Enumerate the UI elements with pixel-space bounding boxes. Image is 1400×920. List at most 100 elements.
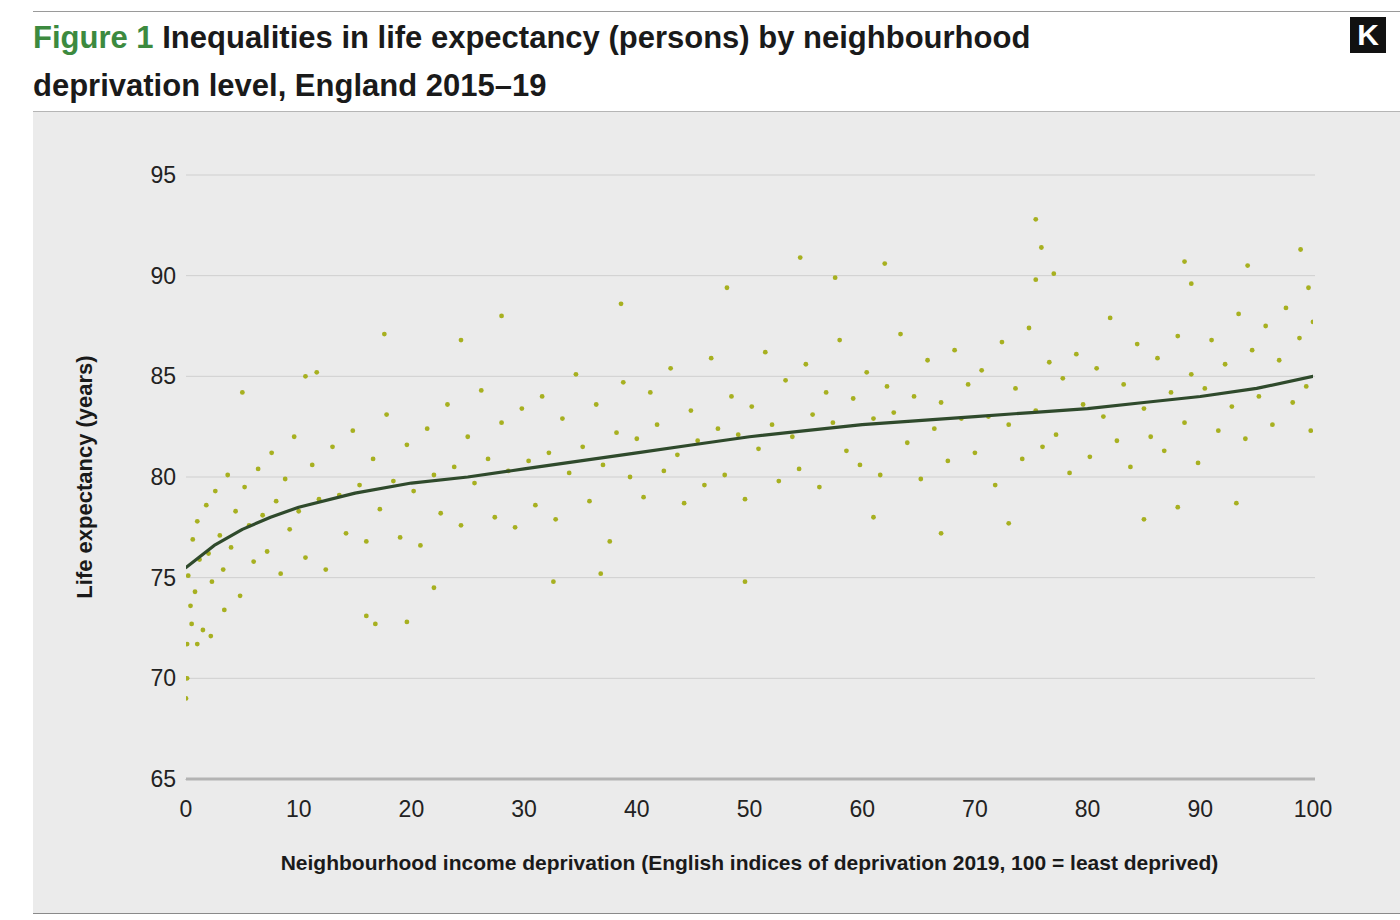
grid-line: [186, 678, 1315, 679]
scatter-point: [973, 450, 978, 455]
scatter-point: [186, 573, 191, 578]
scatter-point: [966, 382, 971, 387]
x-tick: [862, 779, 863, 780]
scatter-point: [1074, 352, 1079, 357]
scatter-point: [1277, 358, 1282, 363]
scatter-point: [445, 402, 450, 407]
scatter-point: [472, 481, 477, 486]
scatter-point: [292, 434, 297, 439]
scatter-point: [1047, 360, 1052, 365]
grid: [186, 175, 1315, 779]
scatter-point: [384, 412, 389, 417]
scatter-point: [513, 525, 518, 530]
scatter-point: [851, 396, 856, 401]
scatter-point: [287, 527, 292, 532]
scatter-point: [269, 450, 274, 455]
scatter-point: [1263, 324, 1268, 329]
scatter-point: [1000, 340, 1005, 345]
y-tick-label: 75: [150, 565, 176, 591]
scatter-point: [833, 275, 838, 280]
scatter-point: [1257, 394, 1262, 399]
scatter-point: [1236, 312, 1241, 317]
scatter-point: [716, 426, 721, 431]
scatter-point: [817, 485, 822, 490]
scatter-point: [797, 467, 802, 472]
scatter-point: [1027, 326, 1032, 331]
trend-line: [186, 376, 1313, 567]
scatter-point: [864, 370, 869, 375]
scatter-point: [932, 426, 937, 431]
scatter-point: [1202, 386, 1207, 391]
scatter-point: [1081, 402, 1086, 407]
scatter-point: [283, 477, 288, 482]
scatter-point: [323, 567, 328, 572]
x-tick: [1087, 779, 1088, 780]
scatter-point: [1148, 434, 1153, 439]
scatter-point: [425, 426, 430, 431]
scatter-point: [763, 350, 768, 355]
y-tick-label: 70: [150, 665, 176, 691]
scatter-point: [614, 430, 619, 435]
scatter-point: [233, 509, 238, 514]
scatter-point: [607, 539, 612, 544]
scatter-point: [648, 390, 653, 395]
scatter-point: [1142, 517, 1147, 522]
scatter-point: [314, 370, 319, 375]
scatter-point: [303, 555, 308, 560]
scatter-point: [398, 535, 403, 540]
scatter-point: [371, 456, 376, 461]
scatter-point: [364, 614, 369, 619]
scatter-point: [655, 422, 660, 427]
grid-line: [186, 175, 1315, 176]
scatter-point: [830, 420, 835, 425]
plot-data: [186, 217, 1313, 701]
scatter-point: [404, 442, 409, 447]
y-tick-label: 65: [150, 766, 176, 792]
scatter-point: [743, 497, 748, 502]
scatter-point: [540, 394, 545, 399]
x-axis-label: Neighbourhood income deprivation (Englis…: [281, 851, 1219, 874]
x-tick: [524, 779, 525, 780]
scatter-point: [551, 579, 556, 584]
scatter-point: [912, 394, 917, 399]
scatter-point: [1175, 334, 1180, 339]
scatter-point: [1135, 342, 1140, 347]
scatter-point: [208, 634, 213, 639]
scatter-point: [743, 579, 748, 584]
chart: 657075808590950102030405060708090100Neig…: [0, 0, 1400, 920]
title: Inequalities in life expectancy (persons…: [33, 20, 1030, 103]
scatter-point: [587, 499, 592, 504]
scatter-point: [837, 338, 842, 343]
scatter-point: [1243, 436, 1248, 441]
scatter-point: [189, 622, 194, 627]
scatter-point: [229, 545, 234, 550]
scatter-point: [871, 515, 876, 520]
scatter-point: [1298, 247, 1303, 252]
scatter-point: [1182, 259, 1187, 264]
scatter-point: [1284, 305, 1289, 310]
scatter-point: [1304, 384, 1309, 389]
scatter-point: [722, 473, 727, 478]
scatter-point: [1162, 448, 1167, 453]
y-tick-label: 80: [150, 464, 176, 490]
y-axis-label: Life expectancy (years): [72, 355, 97, 598]
scatter-point: [256, 467, 261, 472]
scatter-point: [1121, 382, 1126, 387]
scatter-point: [1196, 461, 1201, 466]
x-tick: [298, 779, 299, 780]
y-tick-label: 95: [150, 162, 176, 188]
x-tick: [749, 779, 750, 780]
scatter-point: [330, 444, 335, 449]
scatter-point: [222, 607, 227, 612]
scatter-point: [939, 531, 944, 536]
scatter-point: [574, 372, 579, 377]
scatter-point: [188, 603, 193, 608]
scatter-point: [432, 473, 437, 478]
scatter-point: [238, 593, 243, 598]
scatter-point: [344, 531, 349, 536]
scatter-point: [783, 378, 788, 383]
scatter-point: [641, 495, 646, 500]
scatter-point: [601, 463, 606, 468]
scatter-point: [553, 517, 558, 522]
scatter-point: [1006, 422, 1011, 427]
